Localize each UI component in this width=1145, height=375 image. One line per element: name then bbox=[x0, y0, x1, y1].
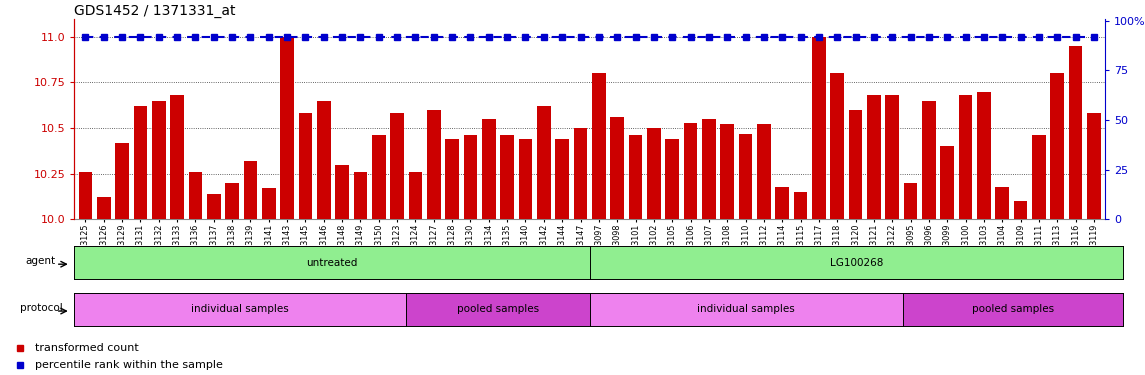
Bar bbox=[409, 172, 423, 219]
Bar bbox=[97, 198, 111, 219]
Text: protocol: protocol bbox=[19, 303, 62, 313]
Bar bbox=[922, 101, 935, 219]
Text: pooled samples: pooled samples bbox=[457, 304, 539, 314]
Bar bbox=[445, 139, 459, 219]
Bar bbox=[720, 124, 734, 219]
Bar bbox=[885, 95, 899, 219]
Bar bbox=[226, 183, 239, 219]
Bar bbox=[574, 128, 587, 219]
Bar bbox=[830, 74, 844, 219]
Bar bbox=[79, 172, 93, 219]
Bar bbox=[958, 95, 972, 219]
Bar bbox=[134, 106, 148, 219]
Bar bbox=[867, 95, 881, 219]
Bar bbox=[299, 114, 313, 219]
Text: untreated: untreated bbox=[307, 258, 357, 267]
Text: individual samples: individual samples bbox=[697, 304, 795, 314]
Bar bbox=[848, 110, 862, 219]
Bar bbox=[335, 165, 349, 219]
Bar bbox=[537, 106, 551, 219]
Bar bbox=[207, 194, 221, 219]
Bar bbox=[171, 95, 184, 219]
Bar bbox=[592, 74, 606, 219]
Text: percentile rank within the sample: percentile rank within the sample bbox=[35, 360, 223, 369]
Bar bbox=[812, 37, 826, 219]
Bar bbox=[390, 114, 404, 219]
Text: individual samples: individual samples bbox=[191, 304, 289, 314]
Bar bbox=[995, 186, 1009, 219]
Bar bbox=[116, 143, 129, 219]
Bar bbox=[1050, 74, 1064, 219]
Bar bbox=[464, 135, 477, 219]
Bar bbox=[1032, 135, 1045, 219]
Bar bbox=[793, 192, 807, 219]
Bar bbox=[757, 124, 771, 219]
Bar bbox=[372, 135, 386, 219]
Bar bbox=[775, 186, 789, 219]
Bar bbox=[903, 183, 917, 219]
Bar bbox=[1087, 114, 1100, 219]
Bar bbox=[281, 37, 294, 219]
Text: transformed count: transformed count bbox=[35, 343, 140, 353]
Bar bbox=[500, 135, 514, 219]
Bar bbox=[1068, 46, 1082, 219]
Bar bbox=[1013, 201, 1027, 219]
Bar bbox=[977, 92, 990, 219]
Text: LG100268: LG100268 bbox=[830, 258, 883, 267]
Text: pooled samples: pooled samples bbox=[972, 304, 1055, 314]
Bar bbox=[152, 101, 166, 219]
Bar bbox=[665, 139, 679, 219]
Bar bbox=[610, 117, 624, 219]
Bar bbox=[702, 119, 716, 219]
Text: agent: agent bbox=[26, 256, 56, 266]
Bar bbox=[629, 135, 642, 219]
Bar bbox=[317, 101, 331, 219]
Bar bbox=[354, 172, 368, 219]
Bar bbox=[427, 110, 441, 219]
Bar bbox=[262, 188, 276, 219]
Text: GDS1452 / 1371331_at: GDS1452 / 1371331_at bbox=[74, 4, 236, 18]
Bar bbox=[519, 139, 532, 219]
Bar bbox=[244, 161, 258, 219]
Bar bbox=[684, 123, 697, 219]
Bar bbox=[555, 139, 569, 219]
Bar bbox=[739, 134, 752, 219]
Bar bbox=[647, 128, 661, 219]
Bar bbox=[189, 172, 203, 219]
Bar bbox=[482, 119, 496, 219]
Bar bbox=[940, 146, 954, 219]
